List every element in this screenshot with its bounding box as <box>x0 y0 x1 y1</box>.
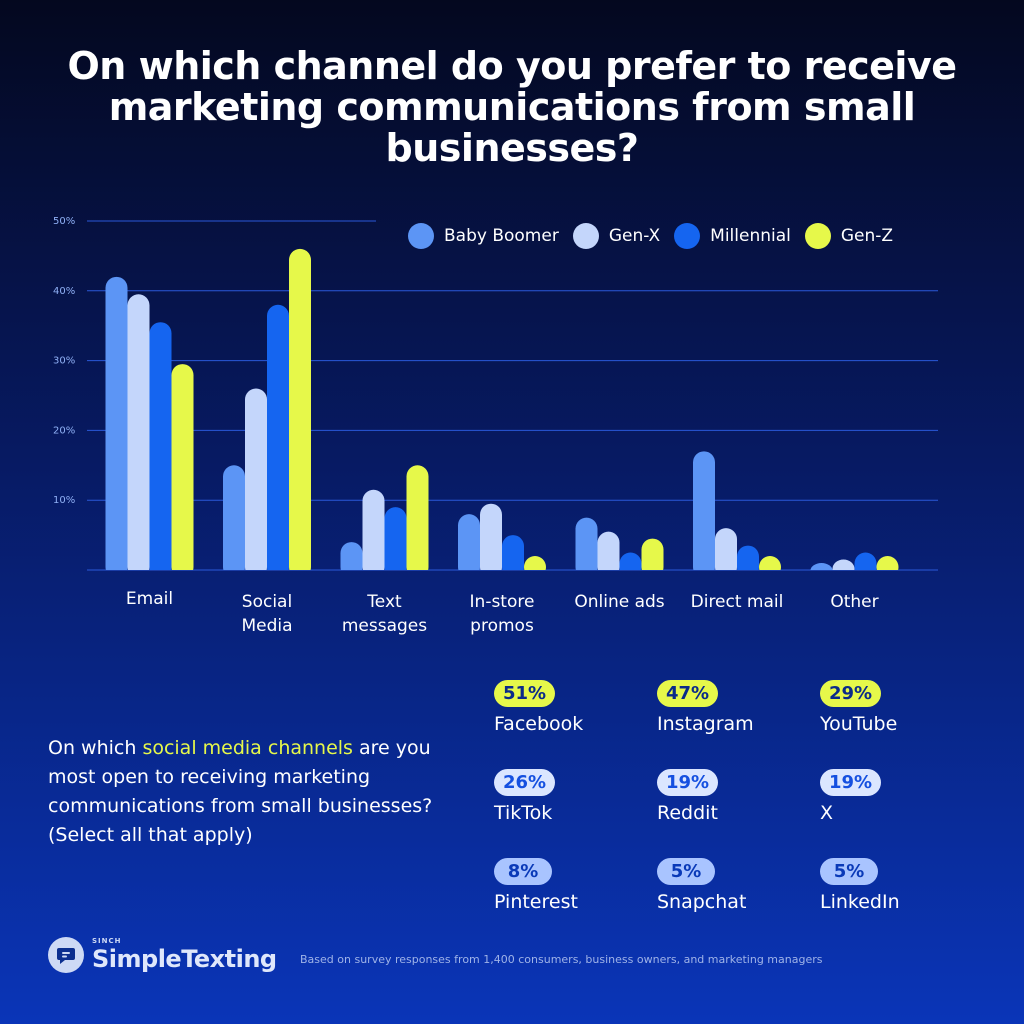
legend-swatch <box>572 223 599 249</box>
social-channel-item: 29% YouTube <box>820 680 983 735</box>
social-channel-name: Reddit <box>657 802 718 824</box>
percent-badge: 47% <box>657 680 719 707</box>
social-channel-name: YouTube <box>820 713 898 735</box>
bar-gen-z <box>759 556 781 578</box>
bar-gen-x <box>245 389 267 578</box>
bar-baby-boomer <box>576 518 598 578</box>
bar-baby-boomer <box>106 277 128 578</box>
bar-millennial <box>150 322 172 578</box>
logo-wordmark: SimpleTexting <box>92 945 277 973</box>
bar-baby-boomer <box>458 514 480 578</box>
y-tick-label: 50% <box>53 216 75 227</box>
social-question: On which social media channels are you m… <box>48 734 468 850</box>
social-question-highlight: social media channels <box>142 737 353 759</box>
bar-gen-z <box>524 556 546 578</box>
chat-bubble-icon <box>48 937 84 973</box>
x-category-label: Other <box>830 592 878 612</box>
bar-baby-boomer <box>341 542 363 578</box>
social-channel-name: X <box>820 802 834 824</box>
bar-gen-x <box>128 294 150 578</box>
legend-label: Gen-X <box>608 226 661 246</box>
social-question-suffix: are you most open to receiving marketing… <box>48 737 433 846</box>
social-channel-item: 19% X <box>820 769 983 824</box>
percent-badge: 5% <box>820 858 878 885</box>
percent-badge: 26% <box>494 769 556 796</box>
bar-gen-x <box>715 528 737 578</box>
social-channel-item: 5% Snapchat <box>657 858 820 913</box>
social-channel-name: Pinterest <box>494 891 578 913</box>
x-category-label: Social Media <box>241 592 292 636</box>
percent-badge: 29% <box>820 680 882 707</box>
social-channel-name: TikTok <box>494 802 553 824</box>
y-tick-label: 20% <box>53 425 75 436</box>
y-tick-label: 40% <box>53 286 75 297</box>
social-question-prefix: On which <box>48 737 143 759</box>
bar-millennial <box>502 535 524 578</box>
bar-gen-z <box>877 556 899 578</box>
bar-gen-z <box>172 364 194 578</box>
legend-label: Gen-Z <box>840 226 894 246</box>
x-category-label: Online ads <box>574 592 664 612</box>
bar-baby-boomer <box>811 563 833 578</box>
bar-millennial <box>620 553 642 578</box>
legend-item: Gen-X <box>572 223 661 249</box>
legend-swatch <box>674 223 701 249</box>
y-tick-label: 30% <box>53 356 75 367</box>
logo-small-text: SINCH <box>92 937 122 945</box>
bar-millennial <box>385 507 407 578</box>
brand-logo: SINCH SimpleTexting <box>48 937 277 973</box>
bar-gen-x <box>598 532 620 578</box>
social-channel-item: 51% Facebook <box>494 680 657 735</box>
social-channel-name: Instagram <box>657 713 754 735</box>
percent-badge: 51% <box>494 680 556 707</box>
bar-baby-boomer <box>693 451 715 578</box>
legend-item: Millennial <box>674 223 791 249</box>
bar-baby-boomer <box>223 465 245 578</box>
bar-gen-x <box>833 560 855 578</box>
footnote: Based on survey responses from 1,400 con… <box>300 953 823 966</box>
legend-swatch <box>804 223 831 249</box>
bar-gen-x <box>480 504 502 578</box>
x-category-label: In-store promos <box>470 592 535 636</box>
x-category-label: Text messages <box>342 592 427 636</box>
legend-label: Millennial <box>710 226 791 246</box>
bar-millennial <box>737 546 759 578</box>
percent-badge: 19% <box>657 769 719 796</box>
bar-millennial <box>267 305 289 578</box>
bar-gen-z <box>289 249 311 578</box>
social-channel-name: LinkedIn <box>820 891 900 913</box>
bar-gen-x <box>363 490 385 578</box>
social-channel-grid: 51% Facebook 47% Instagram 29% YouTube 26% TikT… <box>494 680 984 913</box>
social-channel-item: 19% Reddit <box>657 769 820 824</box>
y-tick-label: 10% <box>53 495 75 506</box>
social-channel-item: 47% Instagram <box>657 680 820 735</box>
social-channel-item: 5% LinkedIn <box>820 858 983 913</box>
legend-item: Gen-Z <box>804 223 894 249</box>
bar-gen-z <box>642 539 664 578</box>
legend-item: Baby Boomer <box>408 223 559 249</box>
social-channel-item: 26% TikTok <box>494 769 657 824</box>
chart-title: On which channel do you prefer to receiv… <box>67 44 958 170</box>
legend-label: Baby Boomer <box>444 226 559 246</box>
x-category-label: Direct mail <box>691 592 784 612</box>
percent-badge: 5% <box>657 858 715 885</box>
social-channel-item: 8% Pinterest <box>494 858 657 913</box>
bar-chart: 10% 20% 30% 40% 50% Email Social Media Text messa… <box>0 200 1024 660</box>
chart-legend: Baby Boomer Gen-X Millennial Gen-Z <box>408 222 893 250</box>
bar-millennial <box>855 553 877 578</box>
social-channel-name: Facebook <box>494 713 584 735</box>
bar-gen-z <box>407 465 429 578</box>
percent-badge: 8% <box>494 858 552 885</box>
legend-swatch <box>408 223 434 249</box>
social-channel-name: Snapchat <box>657 891 747 913</box>
x-category-label: Email <box>126 589 173 609</box>
percent-badge: 19% <box>820 769 882 796</box>
